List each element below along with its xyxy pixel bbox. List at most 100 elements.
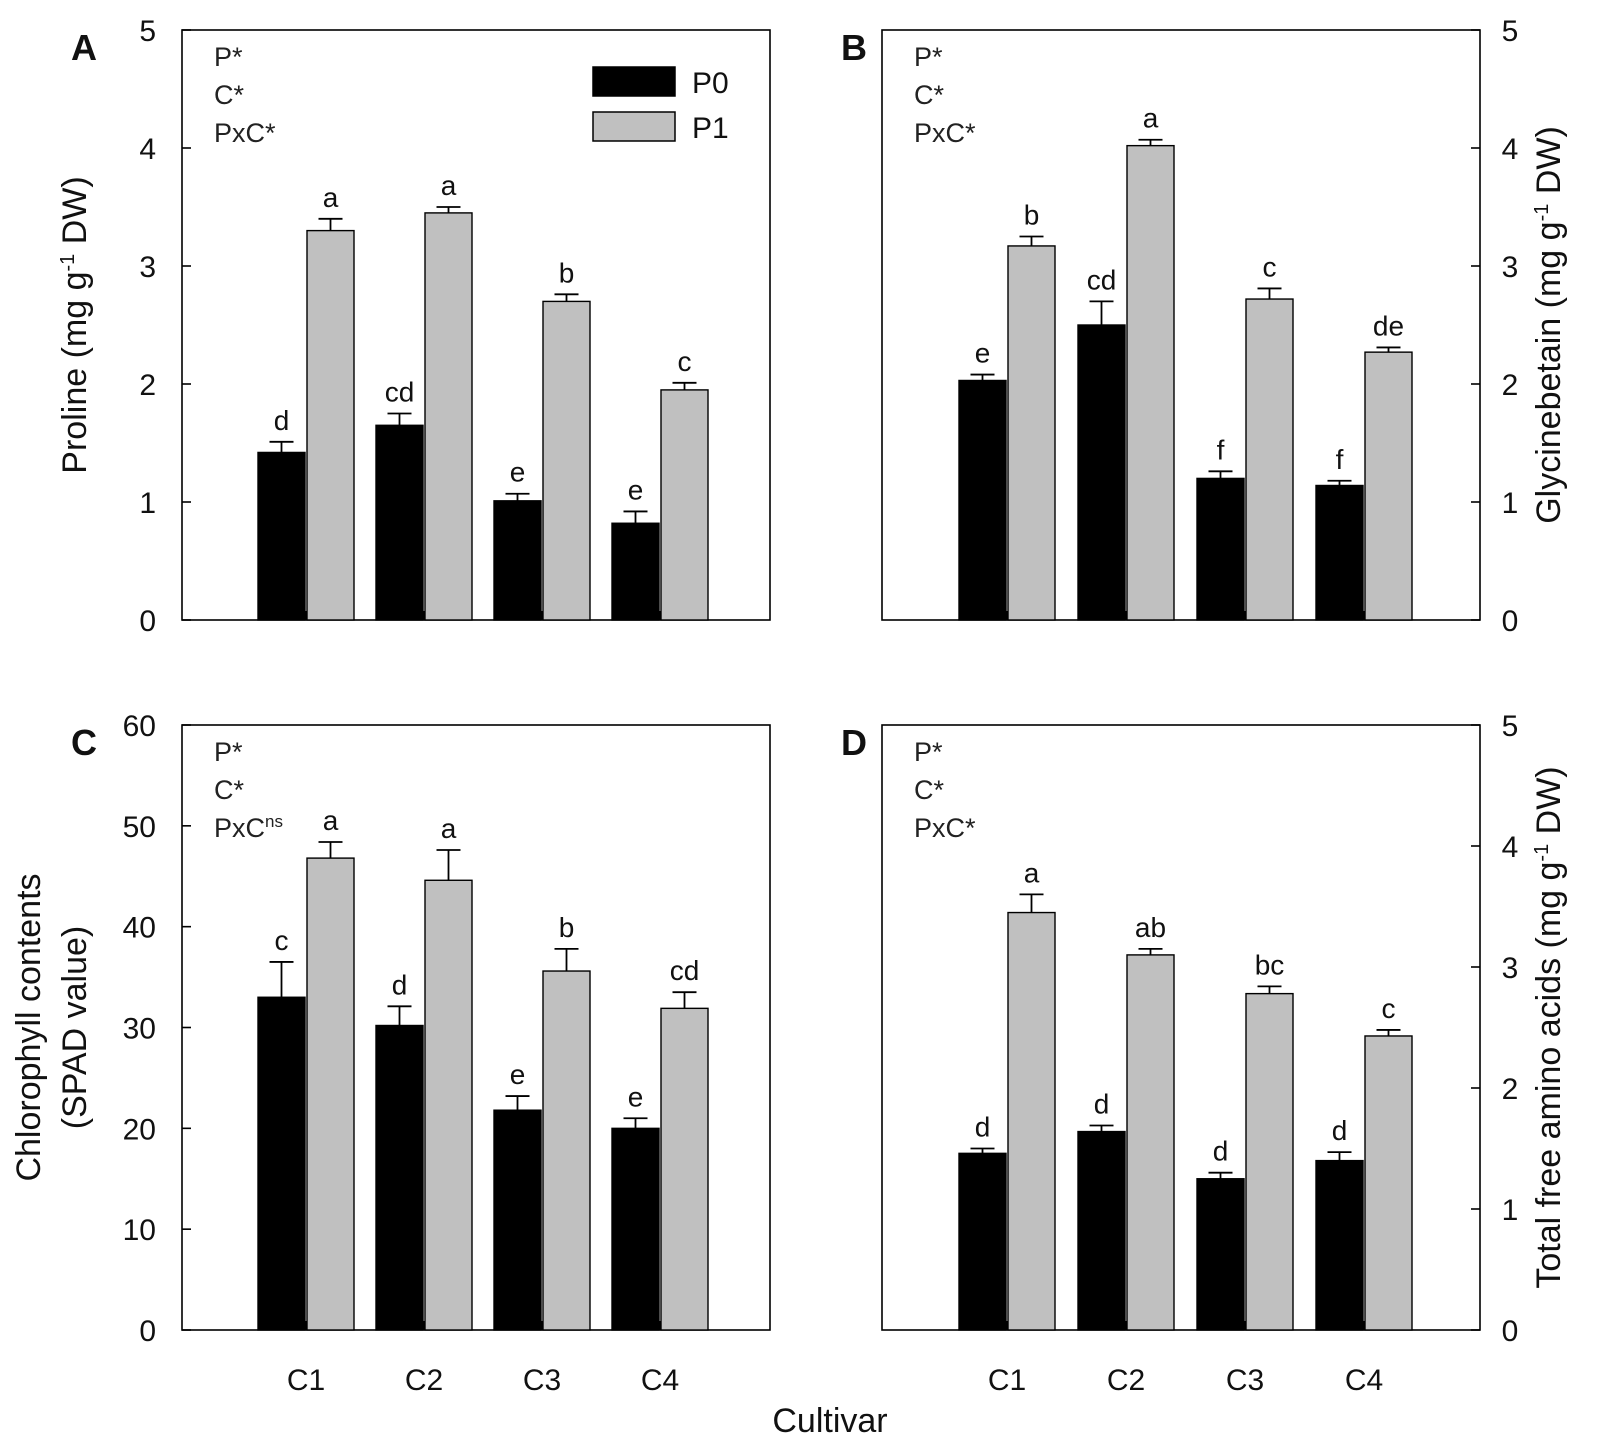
panel-c-category-label: C3 [523,1364,561,1397]
panel-d-ylabel-superscript: -1 [1531,844,1553,862]
panel-a-ytick-label: 3 [139,251,156,284]
panel-letter-b: B [841,27,867,68]
legend: P0 P1 [592,66,729,145]
significance-letter-b: c [1263,251,1277,282]
panel-d-ytick-label: 0 [1502,1315,1519,1348]
panel-b-stat-1: C* [914,80,944,110]
panel-c-ytick-label: 60 [123,710,156,743]
significance-letter-c: cd [670,955,700,986]
bar-d-p0 [958,1152,1007,1331]
panel-d-category-label: C4 [1345,1364,1383,1397]
panel-b-ytick-label: 2 [1502,369,1519,402]
significance-letter-d: d [1094,1089,1110,1120]
panel-c-ytick-label: 10 [123,1214,156,1247]
bar-c-p0 [611,1127,660,1331]
significance-letter-a: e [510,457,526,488]
panel-b-frame [881,29,1481,621]
panel-b-ytick-label: 4 [1502,133,1519,166]
panel-a-ytick-label: 5 [139,15,156,48]
bar-c-p0 [257,996,306,1331]
legend-swatch-p1 [592,111,676,142]
panel-b-ylabel-tail: DW) [1530,126,1568,203]
significance-letter-c: d [392,969,408,1000]
bar-b-p0 [1077,324,1126,621]
panel-d-ytick-label: 3 [1502,952,1519,985]
significance-letter-b: b [1024,200,1040,231]
bar-b-p1 [1364,351,1413,621]
panel-b-ytick-label: 3 [1502,251,1519,284]
panel-a-stat-0: P* [214,42,243,72]
bar-a-p0 [375,424,424,621]
bar-d-p0 [1196,1178,1245,1331]
panel-a-stat-2: PxC* [214,118,276,148]
panel-a-ylabel: Proline (mg g-1 DW) [56,176,94,473]
significance-letter-d: d [1332,1115,1348,1146]
panel-d-ytick-label: 1 [1502,1194,1519,1227]
panel-d-category-label: C2 [1107,1364,1145,1397]
panel-c-ytick-label: 0 [139,1315,156,1348]
panel-d-category-label: C3 [1226,1364,1264,1397]
panel-b-ytick-label: 0 [1502,605,1519,638]
panel-c-ytick-label: 40 [123,912,156,945]
panel-a-frame [181,29,771,621]
legend-label-p1: P1 [692,112,729,145]
bar-c-p1 [660,1007,709,1331]
panel-a: 0 1 2 3 4 5 d cd e e a a b c P* C* PxC* A Proline (mg g-1 … [56,15,771,638]
panel-d-stat-2: PxC* [914,813,976,843]
panel-b: 0 1 2 3 4 5 e cd f f b a c de P* C* PxC* B Glycinebetain (… [841,15,1568,638]
panel-d: 0 1 2 3 4 5 C1 C2 C3 C4 d d d d a ab bc c P* C* PxC* D Total f… [841,710,1568,1397]
panel-b-ylabel: Glycinebetain (mg g-1 DW) [1530,126,1568,524]
bar-b-p0 [1196,477,1245,621]
significance-letter-c: e [628,1081,644,1112]
panel-d-ytick-label: 5 [1502,710,1519,743]
bar-a-p1 [306,229,355,621]
panel-c-stat-0: P* [214,737,243,767]
bar-a-p1 [660,389,709,621]
bar-b-p1 [1007,245,1056,621]
panel-a-ytick-label: 2 [139,369,156,402]
significance-letter-c: a [323,805,339,836]
significance-letter-c: c [275,925,289,956]
significance-letter-a: c [678,346,692,377]
panel-letter-c: C [71,722,97,763]
bar-a-p1 [424,212,473,621]
panel-b-ytick-label: 5 [1502,15,1519,48]
bar-d-p0 [1077,1130,1126,1331]
significance-letter-d: c [1382,993,1396,1024]
panel-b-ylabel-superscript: -1 [1531,204,1553,222]
panel-a-ylabel-tail: DW) [56,176,94,253]
significance-letter-d: d [975,1112,991,1143]
significance-letter-a: a [441,170,457,201]
panel-c-category-label: C4 [641,1364,679,1397]
significance-letter-a: b [559,257,575,288]
panel-c-ytick-label: 50 [123,811,156,844]
bar-b-p1 [1126,144,1175,621]
panel-d-ytick-label: 2 [1502,1073,1519,1106]
significance-letter-b: a [1143,103,1159,134]
bar-d-p1 [1364,1035,1413,1331]
bar-d-p1 [1245,992,1294,1331]
significance-letter-d: ab [1135,912,1166,943]
bar-c-p1 [424,879,473,1331]
bar-d-p1 [1126,954,1175,1331]
panel-letter-a: A [71,27,97,68]
panel-b-ylabel-main: Glycinebetain (mg g [1530,221,1568,523]
panel-b-stat-0: P* [914,42,943,72]
bar-a-p0 [257,451,306,621]
panel-c-stat-1: C* [214,775,244,805]
panel-c-stat-2: PxCns [214,812,283,843]
bar-c-p1 [542,970,591,1331]
bar-d-p1 [1007,911,1056,1331]
panel-c-ylabel-line2: (SPAD value) [56,926,94,1129]
significance-letter-d: d [1213,1136,1229,1167]
panel-letter-d: D [841,722,867,763]
significance-letter-b: f [1336,444,1344,475]
significance-letter-b: de [1373,310,1404,341]
bar-c-p0 [493,1109,542,1331]
bar-a-p0 [611,522,660,621]
significance-letter-d: a [1024,857,1040,888]
x-axis-title: Cultivar [772,1402,887,1440]
significance-letter-b: e [975,338,991,369]
